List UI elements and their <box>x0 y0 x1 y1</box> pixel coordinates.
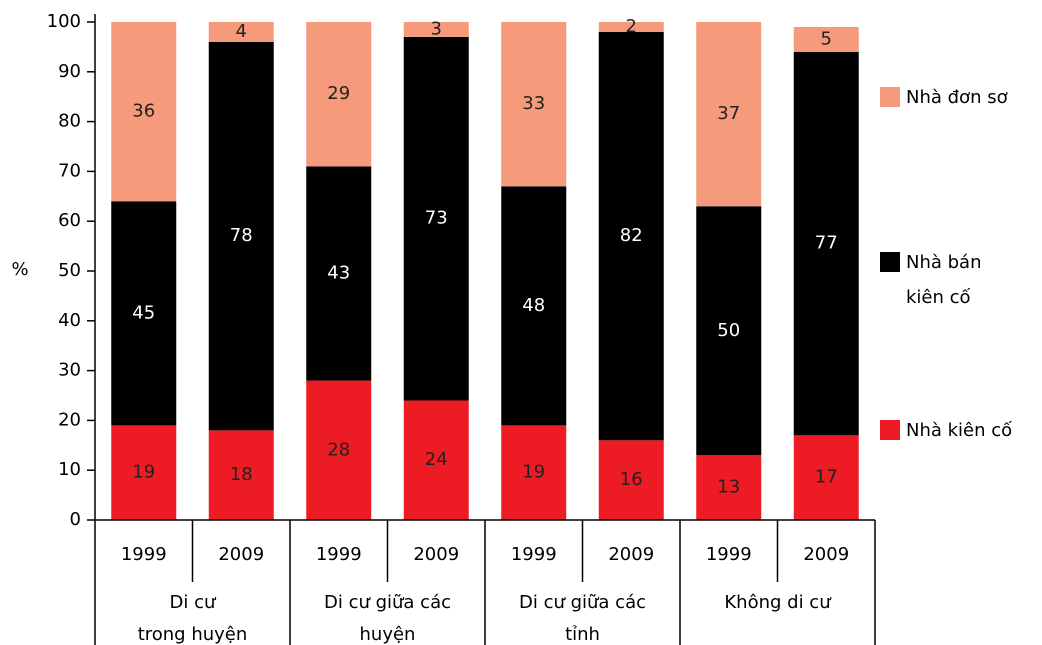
group-label: Di cư giữa các huyện <box>323 592 452 645</box>
bar-segment <box>111 201 177 426</box>
bar-segment <box>793 26 859 52</box>
value-label: 5 <box>821 28 832 49</box>
bar-segment <box>501 22 567 187</box>
y-tick-label: 60 <box>58 210 81 231</box>
bar-segment <box>208 41 274 431</box>
value-label: 48 <box>522 295 545 316</box>
group-label: Di cư trong huyện <box>137 592 248 645</box>
bar-segment <box>111 22 177 202</box>
x-tick-label: 1999 <box>706 544 752 565</box>
value-label: 73 <box>425 208 448 229</box>
bar-segment <box>111 425 177 520</box>
bar-segment <box>696 206 762 456</box>
value-label: 19 <box>132 462 155 483</box>
x-tick-label: 2009 <box>413 544 459 565</box>
y-tick-label: 70 <box>58 160 81 181</box>
value-label: 2 <box>626 16 637 37</box>
value-label: 29 <box>327 83 350 104</box>
value-label: 24 <box>425 449 448 470</box>
value-label: 13 <box>717 477 740 498</box>
bar-segment <box>501 425 567 520</box>
value-label: 43 <box>327 262 350 283</box>
group-label: Di cư giữa các tỉnh <box>518 592 647 645</box>
value-label: 77 <box>815 233 838 254</box>
value-label: 33 <box>522 93 545 114</box>
x-tick-label: 2009 <box>608 544 654 565</box>
y-tick-label: 20 <box>58 409 81 430</box>
x-tick-label: 1999 <box>316 544 362 565</box>
bar-segment <box>403 22 469 37</box>
bar-segment <box>306 22 372 167</box>
bar-segment <box>403 400 469 520</box>
y-tick-label: 80 <box>58 111 81 132</box>
bar-segment <box>306 166 372 381</box>
x-tick-label: 1999 <box>121 544 167 565</box>
bar-segment <box>598 440 664 520</box>
legend-swatch <box>880 420 900 440</box>
value-label: 3 <box>431 18 442 39</box>
bar-segment <box>501 186 567 426</box>
legend-label: Nhà đơn sơ <box>906 86 1008 108</box>
legend-label: Nhà kiên cố <box>906 419 1013 441</box>
y-tick-label: 90 <box>58 61 81 82</box>
bar-segment <box>793 435 859 520</box>
value-label: 17 <box>815 467 838 488</box>
y-tick-label: 50 <box>58 260 81 281</box>
y-tick-label: 40 <box>58 310 81 331</box>
value-label: 28 <box>327 439 350 460</box>
x-tick-label: 1999 <box>511 544 557 565</box>
bar-segment <box>208 430 274 520</box>
bar-segment <box>598 22 664 32</box>
bar-segment <box>306 380 372 520</box>
value-label: 16 <box>620 469 643 490</box>
bar-segment <box>793 51 859 436</box>
bar-segment <box>403 36 469 401</box>
bar-segment <box>696 22 762 207</box>
bar-segment <box>696 455 762 520</box>
value-label: 4 <box>236 21 247 42</box>
legend-label: Nhà bán kiên cố <box>906 252 982 308</box>
group-label: Không di cư <box>724 592 831 613</box>
y-tick-label: 100 <box>47 11 81 32</box>
y-tick-label: 30 <box>58 360 81 381</box>
value-label: 45 <box>132 302 155 323</box>
y-tick-label: 10 <box>58 459 81 480</box>
bar-segment <box>598 31 664 441</box>
legend-swatch <box>880 252 900 272</box>
value-label: 36 <box>132 101 155 122</box>
value-label: 78 <box>230 225 253 246</box>
value-label: 50 <box>717 320 740 341</box>
x-tick-label: 2009 <box>803 544 849 565</box>
value-label: 37 <box>717 103 740 124</box>
value-label: 82 <box>620 225 643 246</box>
value-label: 19 <box>522 462 545 483</box>
value-label: 18 <box>230 464 253 485</box>
bar-segment <box>208 22 274 42</box>
y-axis-label: % <box>11 259 28 280</box>
x-tick-label: 2009 <box>218 544 264 565</box>
y-tick-label: 0 <box>70 509 81 530</box>
legend-swatch <box>880 87 900 107</box>
